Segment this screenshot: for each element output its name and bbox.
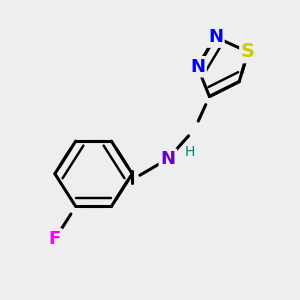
Text: N: N — [160, 150, 175, 168]
Text: F: F — [49, 230, 61, 248]
Text: F: F — [49, 230, 61, 248]
Text: S: S — [241, 42, 255, 62]
Text: H: H — [185, 146, 195, 159]
Text: N: N — [190, 58, 205, 76]
Text: N: N — [208, 28, 223, 46]
